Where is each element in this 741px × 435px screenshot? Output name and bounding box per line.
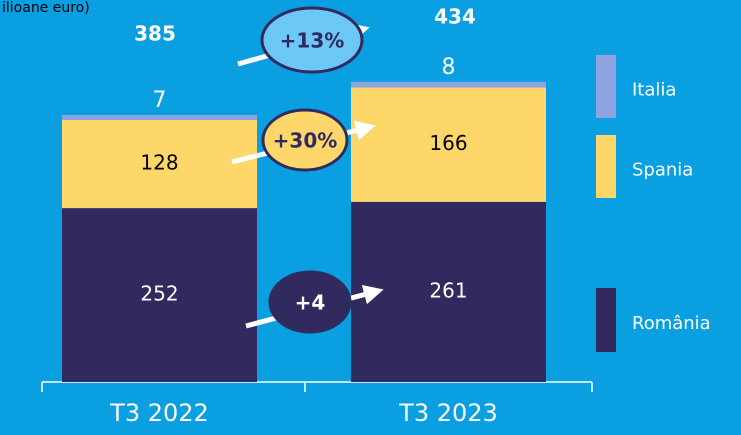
data-label: 128	[140, 150, 178, 174]
legend-swatch	[596, 135, 616, 198]
legend-swatch	[596, 288, 616, 352]
annotation-bubble	[261, 108, 349, 172]
bar-segment	[62, 208, 257, 382]
annotation: +13%	[280, 29, 345, 53]
annotation-bubble	[268, 270, 352, 334]
x-tick-label: T3 2022	[109, 399, 209, 427]
data-label: 252	[140, 282, 178, 306]
legend-label: Italia	[632, 80, 676, 101]
total-label: 385	[134, 22, 176, 46]
annotation-bubble	[260, 6, 364, 74]
legend-label: România	[632, 313, 711, 334]
bar-segment	[62, 114, 257, 120]
data-label: 8	[442, 55, 456, 80]
legend-swatch	[596, 55, 616, 118]
data-label: 7	[153, 88, 167, 113]
total-label: 434	[434, 5, 476, 29]
data-label: 166	[429, 131, 467, 155]
bar-segment	[351, 81, 546, 88]
data-label: 261	[429, 278, 467, 302]
annotation: +30%	[273, 129, 338, 153]
bar-segment	[62, 119, 257, 209]
legend-label: Spania	[632, 160, 693, 181]
annotation: +4	[295, 291, 326, 315]
x-tick-label: T3 2023	[398, 399, 498, 427]
subtitle: ilioane euro)	[2, 0, 90, 16]
bar-segment	[351, 87, 546, 202]
